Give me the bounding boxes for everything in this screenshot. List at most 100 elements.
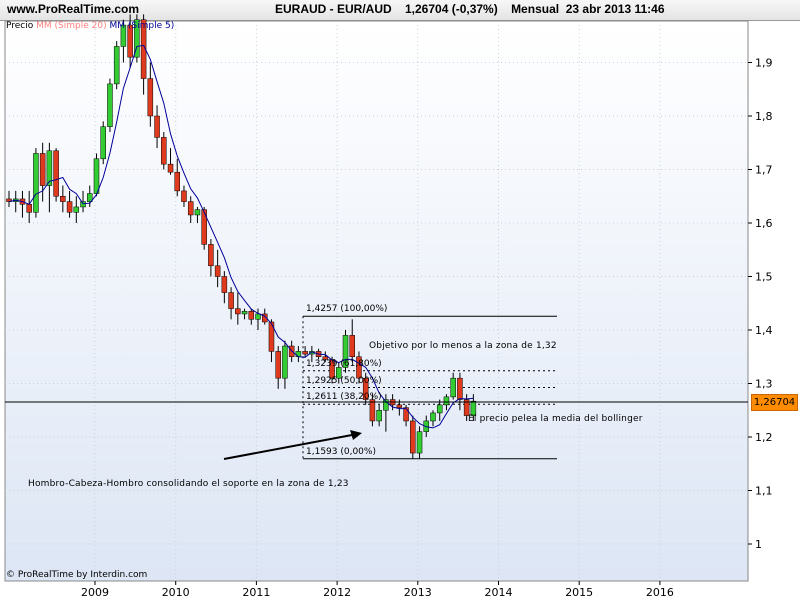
candle: [282, 340, 288, 389]
candle: [147, 62, 154, 127]
legend-ma-blue: MM (Simple 5): [109, 21, 175, 31]
candle-body: [268, 321, 275, 352]
grid: [5, 21, 748, 581]
candle-body: [53, 150, 59, 197]
x-tick-label: 2010: [162, 586, 190, 599]
candle-body: [221, 276, 228, 293]
y-tick-label: 1: [755, 538, 762, 551]
copyright[interactable]: © ProRealTime by Interdin.com: [6, 570, 148, 580]
candle-body: [235, 308, 241, 315]
candle-body: [194, 209, 201, 216]
candle: [342, 330, 349, 373]
candle-body: [336, 367, 342, 379]
candle: [410, 415, 416, 459]
candle: [349, 319, 355, 363]
candle-body: [134, 19, 140, 58]
candle-body: [100, 126, 106, 160]
candle-body: [436, 404, 443, 414]
candle: [127, 14, 133, 68]
candle: [436, 399, 443, 421]
candles: [6, 14, 477, 459]
candle: [60, 185, 66, 213]
x-tick-label: 2012: [323, 586, 351, 599]
candle: [268, 319, 275, 363]
candle-body: [66, 201, 73, 213]
y-tick-label: 1,4: [755, 324, 773, 337]
candle-body: [26, 204, 32, 213]
legend: Precio MM (Simple 20) MM (Simple 5): [6, 21, 174, 31]
candle-body: [241, 311, 248, 315]
candle-body: [46, 150, 53, 186]
hch-arrow: [223, 430, 362, 460]
candle: [194, 206, 201, 223]
candle: [275, 346, 281, 389]
candle: [221, 271, 228, 304]
candle: [322, 351, 329, 363]
candle: [376, 404, 382, 427]
ma-blue-line: [8, 44, 474, 429]
legend-price: Precio: [6, 21, 34, 31]
candle-body: [167, 163, 174, 173]
candle-body: [248, 311, 255, 320]
candle-body: [261, 313, 268, 323]
x-tick-label: 2014: [485, 586, 513, 599]
candle: [336, 362, 342, 384]
candle-body: [322, 356, 329, 360]
y-tick-label: 1,2: [755, 431, 773, 444]
y-axis: 1 1,1 1,2 1,3 1,4 1,5 1,6 1,7 1,8 1,9: [748, 57, 773, 551]
fib-label: 1,2611 (38,20%): [306, 392, 382, 403]
candle-body: [383, 399, 389, 411]
candle-body: [208, 244, 214, 267]
candle: [248, 308, 255, 325]
x-tick-label: 2013: [404, 586, 432, 599]
candle-body: [214, 265, 221, 277]
annotation-hch: Hombro-Cabeza-Hombro consolidando el sop…: [28, 479, 349, 489]
candle-body: [33, 153, 39, 213]
candle-body: [376, 410, 382, 422]
candle: [201, 206, 207, 250]
candle: [100, 121, 106, 165]
candle-body: [349, 335, 355, 358]
candle-body: [342, 335, 349, 368]
annotation-bollinger: El precio pelea la media del bollinger: [468, 414, 643, 424]
candle: [174, 158, 180, 197]
candle-body: [187, 201, 194, 216]
candle: [369, 394, 376, 427]
candle-body: [87, 193, 93, 202]
y-tick-label: 1,5: [755, 271, 773, 284]
candle-body: [174, 171, 180, 192]
x-tick-label: 2009: [81, 586, 109, 599]
candle-body: [362, 377, 369, 400]
fib-label: 1,2925 (50,00%): [306, 375, 382, 386]
header-bar: www.ProRealTime.com EURAUD - EUR/AUD 1,2…: [0, 0, 800, 21]
legend-ma-red: MM (Simple 20): [36, 21, 107, 31]
x-tick-label: 2015: [565, 586, 593, 599]
candle: [302, 346, 308, 357]
candle: [214, 249, 221, 288]
candle: [235, 292, 241, 325]
candle-body: [60, 196, 66, 202]
candle-body: [403, 407, 409, 422]
y-tick-label: 1,8: [755, 110, 773, 123]
site-url[interactable]: www.ProRealTime.com: [7, 2, 140, 16]
candle: [241, 308, 248, 320]
fib-label: 1,4257 (100,00%): [306, 304, 388, 315]
candle: [33, 148, 39, 218]
candle-body: [73, 206, 80, 213]
candle-body: [457, 377, 463, 400]
candle: [457, 372, 463, 411]
candle-body: [450, 377, 456, 398]
candle-body: [201, 209, 207, 245]
x-tick-label: 2011: [242, 586, 270, 599]
candle: [73, 196, 80, 223]
candle-body: [140, 19, 147, 79]
candle-body: [295, 351, 302, 357]
candle-body: [282, 345, 288, 379]
candle-body: [147, 78, 154, 117]
candle-body: [302, 351, 308, 355]
candle-body: [463, 399, 470, 416]
fib-label: 1,1593 (0,00%): [306, 446, 376, 457]
candle-body: [113, 46, 120, 85]
x-axis: 2009 2010 2011 2012 2013 2014 2015 2016: [81, 581, 674, 599]
